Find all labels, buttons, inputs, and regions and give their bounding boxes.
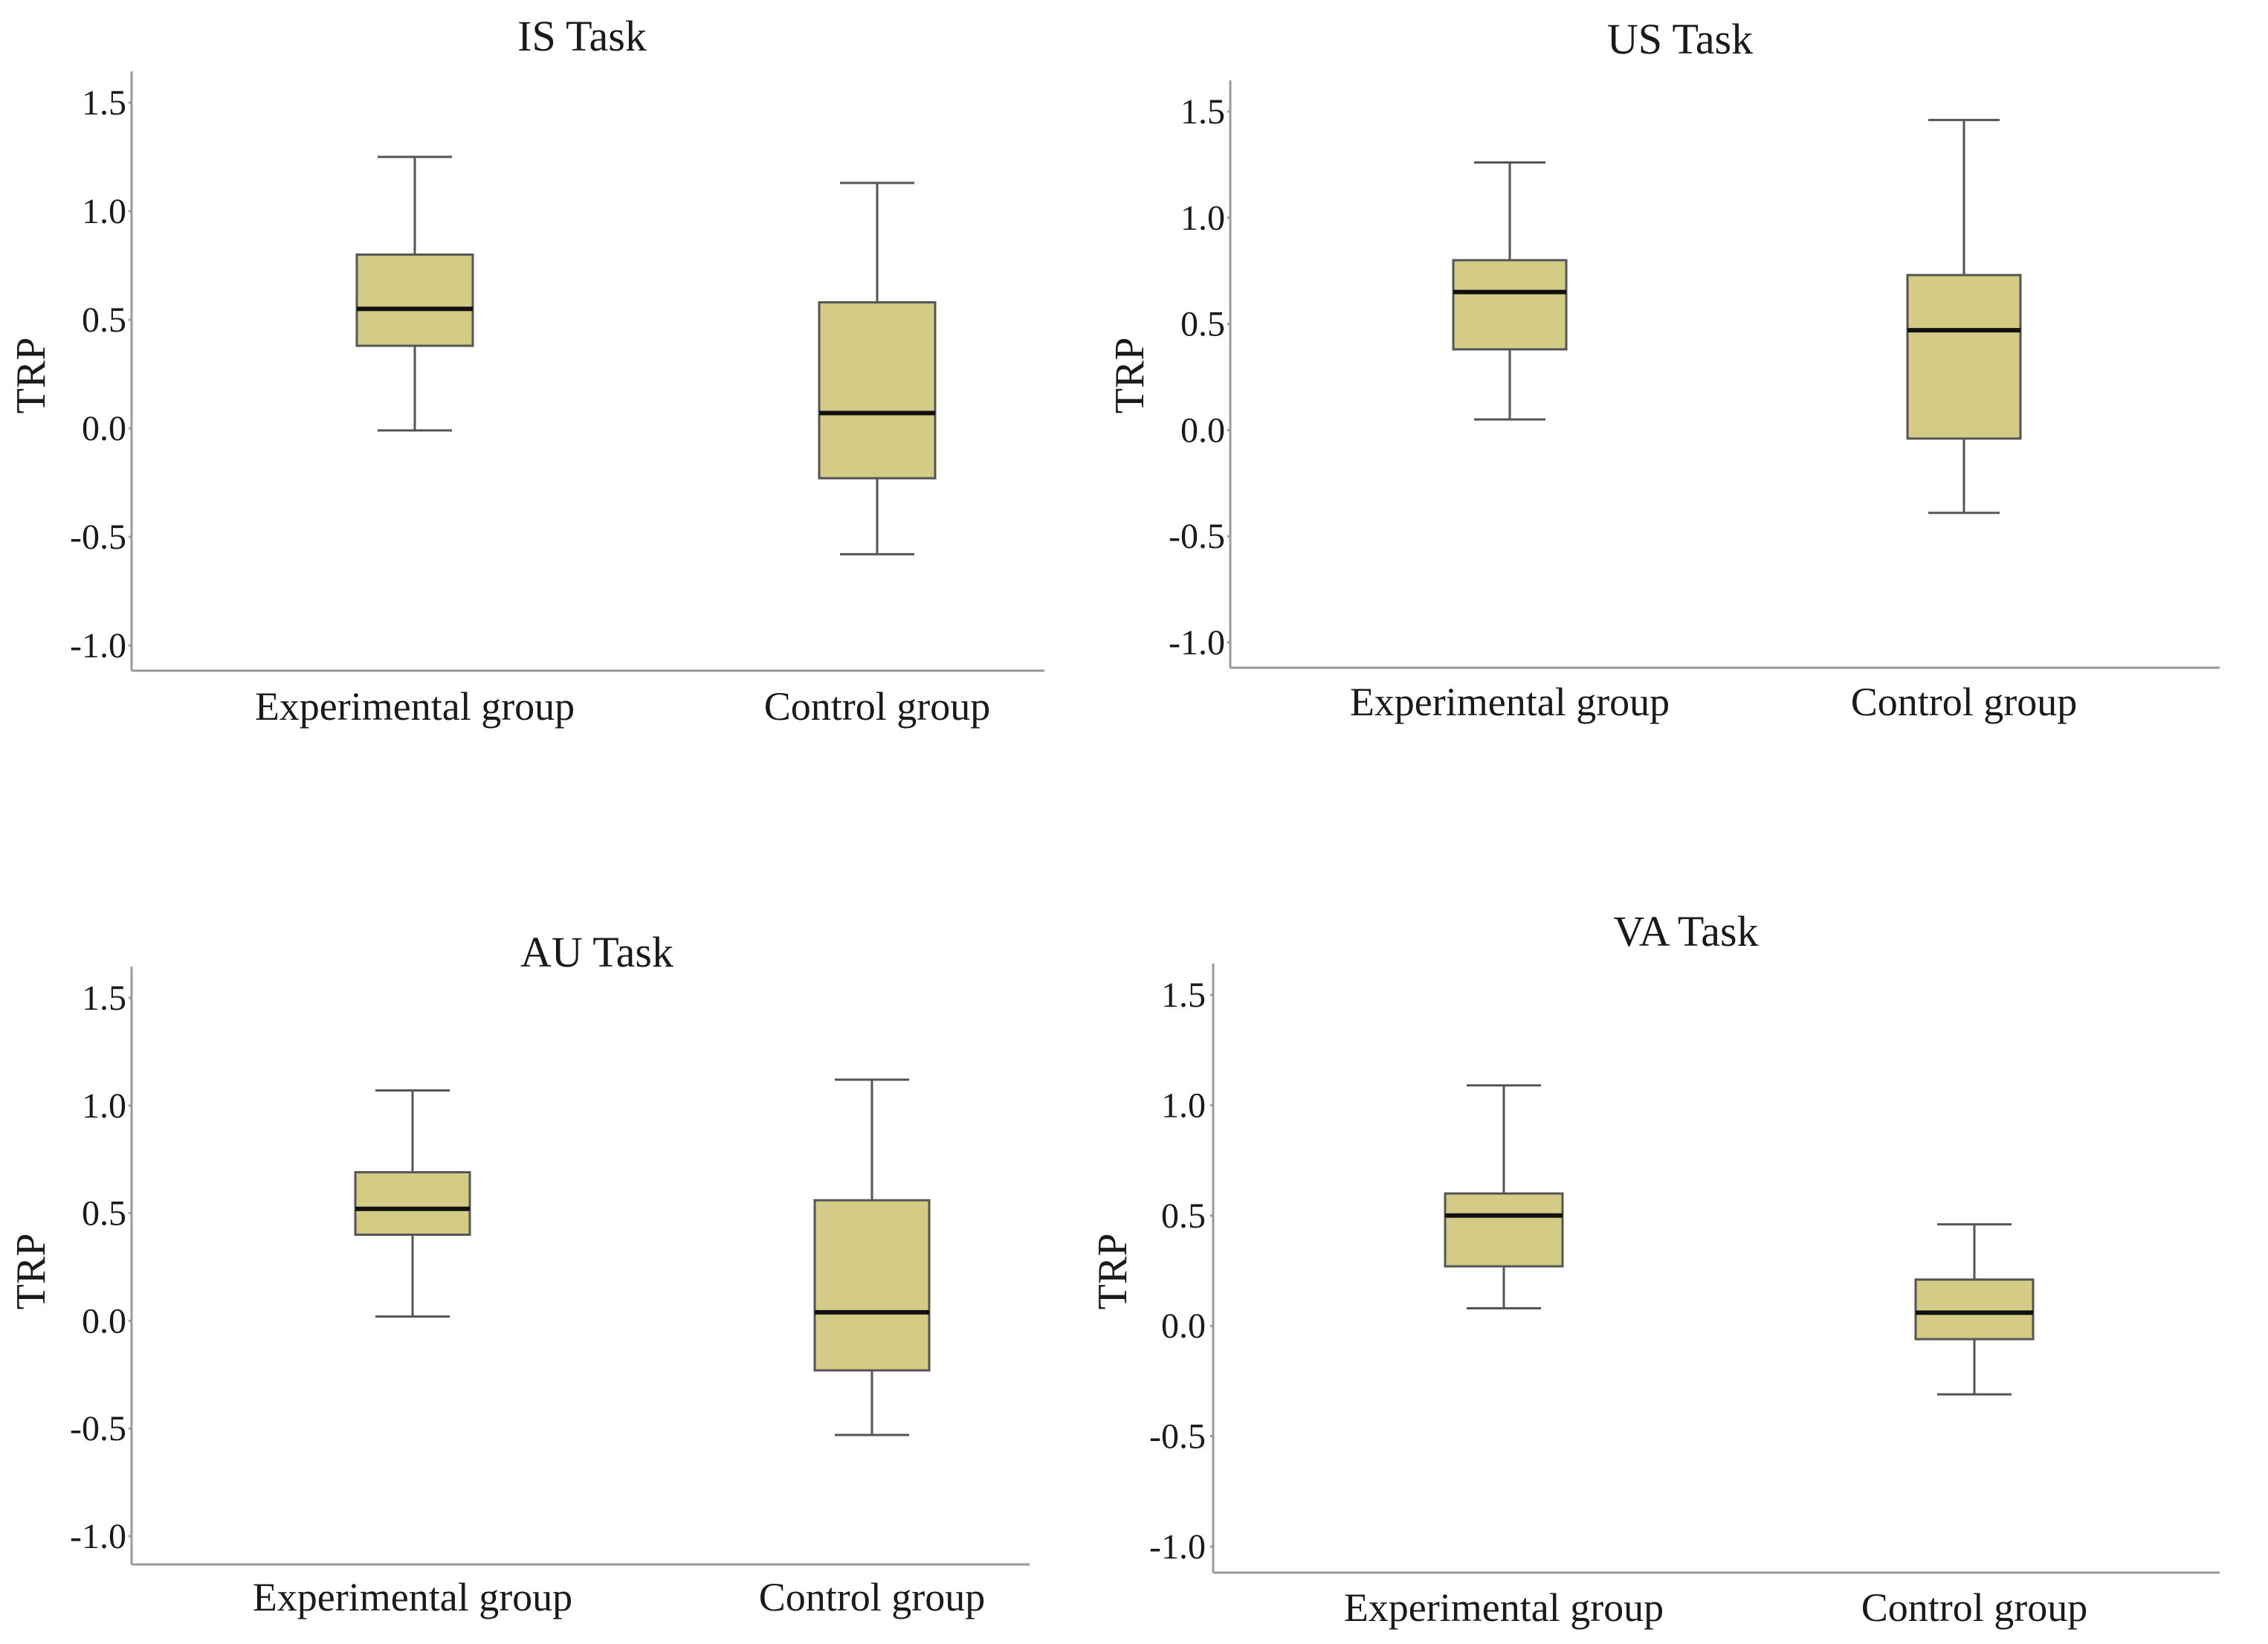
chart-1-y-tick-label-5: -1.0: [70, 626, 126, 665]
chart-4-y-tick-label-4: -0.5: [1149, 1417, 1206, 1457]
chart-3-y-tick-label-4: -0.5: [70, 1409, 126, 1448]
chart-4-y-tick-label-0: 1.5: [1161, 976, 1206, 1015]
chart-1-box-2-iqr-rect: [818, 301, 937, 480]
chart-1-x-tick-label-2: Control group: [764, 684, 991, 729]
chart-1-title: IS Task: [517, 12, 647, 60]
chart-3-y-axis-label: TRP: [8, 1234, 54, 1310]
chart-3-y-tick-label-0: 1.5: [82, 979, 126, 1018]
chart-2-y-tick-label-0: 1.5: [1180, 92, 1225, 132]
chart-2-y-tick-label-5: -1.0: [1169, 623, 1225, 663]
chart-2-y-tick-label-1: 1.0: [1180, 199, 1225, 238]
chart-1-x-tick-label-1: Experimental group: [255, 684, 575, 729]
chart-4-box-2-iqr-rect: [1914, 1278, 2035, 1341]
chart-2-y-tick-label-4: -0.5: [1169, 517, 1225, 556]
chart-3-x-tick-label-2: Control group: [759, 1575, 986, 1619]
chart-3-y-tick-label-5: -1.0: [70, 1517, 126, 1556]
chart-2-x-tick-label-1: Experimental group: [1350, 680, 1670, 724]
chart-4-y-tick-label-1: 1.0: [1161, 1086, 1206, 1125]
chart-1-y-tick-label-2: 0.5: [82, 300, 126, 340]
chart-4-y-tick-label-2: 0.5: [1161, 1196, 1206, 1236]
chart-3-y-tick-label-3: 0.0: [82, 1301, 126, 1341]
chart-2-y-tick-label-3: 0.0: [1180, 410, 1225, 450]
chart-3-box-1-iqr-rect: [354, 1171, 471, 1237]
chart-4-x-tick-label-1: Experimental group: [1344, 1585, 1664, 1630]
chart-1-box-1-iqr-rect: [355, 253, 474, 347]
chart-4-y-axis-label: TRP: [1090, 1234, 1136, 1310]
chart-3-y-tick-label-1: 1.0: [82, 1086, 126, 1126]
chart-1-y-tick-label-3: 0.0: [82, 409, 126, 448]
chart-3-x-tick-label-1: Experimental group: [253, 1575, 572, 1619]
chart-2-y-tick-label-2: 0.5: [1180, 305, 1225, 344]
chart-1-y-tick-label-4: -0.5: [70, 518, 126, 557]
chart-1-y-axis-label: TRP: [8, 338, 54, 414]
chart-1-y-tick-label-1: 1.0: [82, 192, 126, 231]
chart-2-box-2-iqr-rect: [1906, 274, 2022, 440]
chart-3-title: AU Task: [520, 928, 673, 976]
chart-3-box-2-iqr-rect: [813, 1199, 931, 1372]
chart-2-box-1-iqr-rect: [1452, 259, 1568, 351]
chart-4-y-tick-label-3: 0.0: [1161, 1306, 1206, 1346]
chart-2-x-tick-label-2: Control group: [1851, 680, 2078, 724]
chart-4-x-tick-label-2: Control group: [1861, 1585, 2088, 1630]
chart-4-y-tick-label-5: -1.0: [1149, 1527, 1206, 1567]
chart-4-box-1-iqr-rect: [1444, 1192, 1564, 1268]
chart-1-y-tick-label-0: 1.5: [82, 83, 126, 123]
chart-3-y-tick-label-2: 0.5: [82, 1194, 126, 1234]
chart-2-title: US Task: [1607, 15, 1753, 63]
chart-2-y-axis-label: TRP: [1107, 338, 1153, 414]
chart-4-title: VA Task: [1613, 907, 1758, 955]
